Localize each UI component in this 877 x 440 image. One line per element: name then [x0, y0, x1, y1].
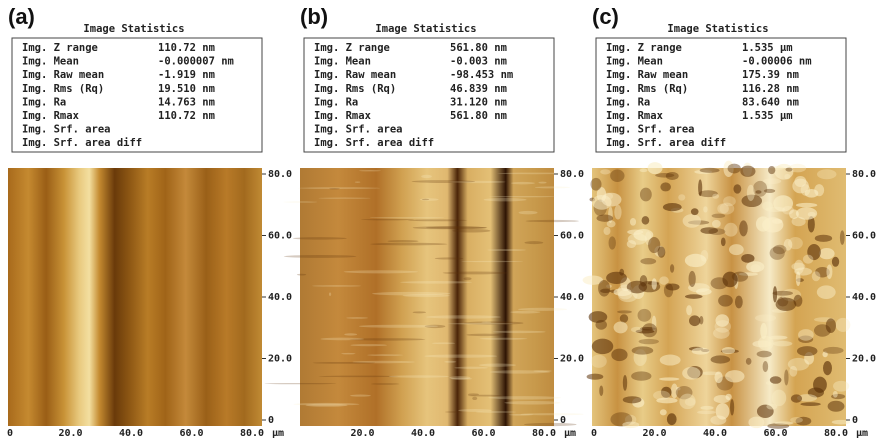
stats-box — [303, 37, 555, 153]
stat-name: Img. Rms (Rq) — [314, 83, 396, 95]
stat-name: Img. Srf. area — [22, 124, 111, 136]
stats-box — [595, 37, 847, 153]
stat-value: -0.003 nm — [450, 56, 507, 68]
panel-label: (c) — [592, 4, 619, 29]
stat-value: 561.80 nm — [450, 42, 507, 54]
stat-name: Img. Srf. area — [314, 124, 403, 136]
stat-value: 83.640 nm — [742, 96, 799, 108]
stat-name: Img. Ra — [314, 96, 358, 108]
x-tick-label: 0 — [7, 428, 13, 439]
y-tick-label: 20.0 — [560, 354, 584, 365]
x-tick-label: 40.0 — [703, 428, 727, 439]
y-tick-label: 80.0 — [560, 169, 584, 180]
stat-value: 116.28 nm — [742, 83, 799, 95]
stat-name: Img. Srf. area diff — [314, 137, 434, 149]
stat-value: 110.72 nm — [158, 110, 215, 122]
stats-title: Image Statistics — [667, 23, 768, 35]
panel: (b) Image Statistics Img. Z range 561.80 nm… — [264, 4, 584, 439]
x-tick-label: 0 — [591, 428, 597, 439]
stat-value: -0.000007 nm — [158, 56, 234, 68]
y-tick-label: 40.0 — [560, 292, 584, 303]
stats-title: Image Statistics — [375, 23, 476, 35]
y-tick-label: 80.0 — [852, 169, 876, 180]
stat-value: -0.00006 nm — [742, 56, 812, 68]
stat-value: 31.120 nm — [450, 96, 507, 108]
y-tick-label: 60.0 — [852, 231, 876, 242]
panel: (c) Image Statistics Img. Z range 1.535 μm I… — [582, 4, 876, 439]
stat-name: Img. Mean — [22, 56, 79, 68]
stat-value: 175.39 nm — [742, 69, 799, 81]
y-tick-label: 80.0 — [268, 169, 292, 180]
y-tick-label: 60.0 — [560, 231, 584, 242]
x-unit: μm — [272, 428, 284, 439]
stat-name: Img. Rmax — [314, 110, 372, 122]
stat-name: Img. Srf. area diff — [606, 137, 726, 149]
y-tick-label: 20.0 — [268, 354, 292, 365]
x-tick-label: 40.0 — [119, 428, 143, 439]
stat-name: Img. Rmax — [606, 110, 664, 122]
x-tick-label: 80.0 — [532, 428, 556, 439]
stat-value: -98.453 nm — [450, 69, 513, 81]
panel-label: (a) — [8, 4, 35, 29]
stat-name: Img. Rms (Rq) — [606, 83, 688, 95]
stat-value: 46.839 nm — [450, 83, 507, 95]
stat-value: 1.535 μm — [742, 110, 793, 122]
afm-image — [8, 168, 262, 426]
x-tick-label: 80.0 — [824, 428, 848, 439]
x-tick-label: 60.0 — [179, 428, 203, 439]
stat-name: Img. Mean — [314, 56, 371, 68]
stat-value: 561.80 nm — [450, 110, 507, 122]
x-tick-label: 60.0 — [763, 428, 787, 439]
stat-name: Img. Raw mean — [22, 69, 104, 81]
y-tick-label: 20.0 — [852, 354, 876, 365]
stat-name: Img. Z range — [22, 42, 98, 54]
y-tick-label: 40.0 — [852, 292, 876, 303]
x-tick-label: 80.0 — [240, 428, 264, 439]
stat-name: Img. Z range — [314, 42, 390, 54]
x-tick-label: 20.0 — [642, 428, 666, 439]
x-tick-label: 60.0 — [471, 428, 495, 439]
x-unit: μm — [856, 428, 868, 439]
stat-value: 110.72 nm — [158, 42, 215, 54]
y-tick-label: 40.0 — [268, 292, 292, 303]
stat-name: Img. Raw mean — [314, 69, 396, 81]
stats-box — [11, 37, 263, 153]
stat-value: 1.535 μm — [742, 42, 793, 54]
y-tick-label: 0 — [268, 415, 274, 426]
x-unit: μm — [564, 428, 576, 439]
stat-value: 19.510 nm — [158, 83, 215, 95]
stat-value: -1.919 nm — [158, 69, 215, 81]
stat-name: Img. Ra — [22, 96, 66, 108]
stat-name: Img. Srf. area diff — [22, 137, 142, 149]
panel: (a) Image Statistics Img. Z range 110.72 nm… — [7, 4, 292, 439]
stat-name: Img. Z range — [606, 42, 682, 54]
panel-label: (b) — [300, 4, 328, 29]
y-tick-label: 60.0 — [268, 231, 292, 242]
afm-image — [300, 168, 554, 426]
stat-name: Img. Srf. area — [606, 124, 695, 136]
stat-name: Img. Rms (Rq) — [22, 83, 104, 95]
stat-name: Img. Raw mean — [606, 69, 688, 81]
x-tick-label: 40.0 — [411, 428, 435, 439]
y-tick-label: 0 — [852, 415, 858, 426]
stat-name: Img. Mean — [606, 56, 663, 68]
stat-name: Img. Ra — [606, 96, 650, 108]
stat-name: Img. Rmax — [22, 110, 80, 122]
stats-title: Image Statistics — [83, 23, 184, 35]
x-tick-label: 20.0 — [58, 428, 82, 439]
y-tick-label: 0 — [560, 415, 566, 426]
x-tick-label: 20.0 — [350, 428, 374, 439]
stat-value: 14.763 nm — [158, 96, 215, 108]
